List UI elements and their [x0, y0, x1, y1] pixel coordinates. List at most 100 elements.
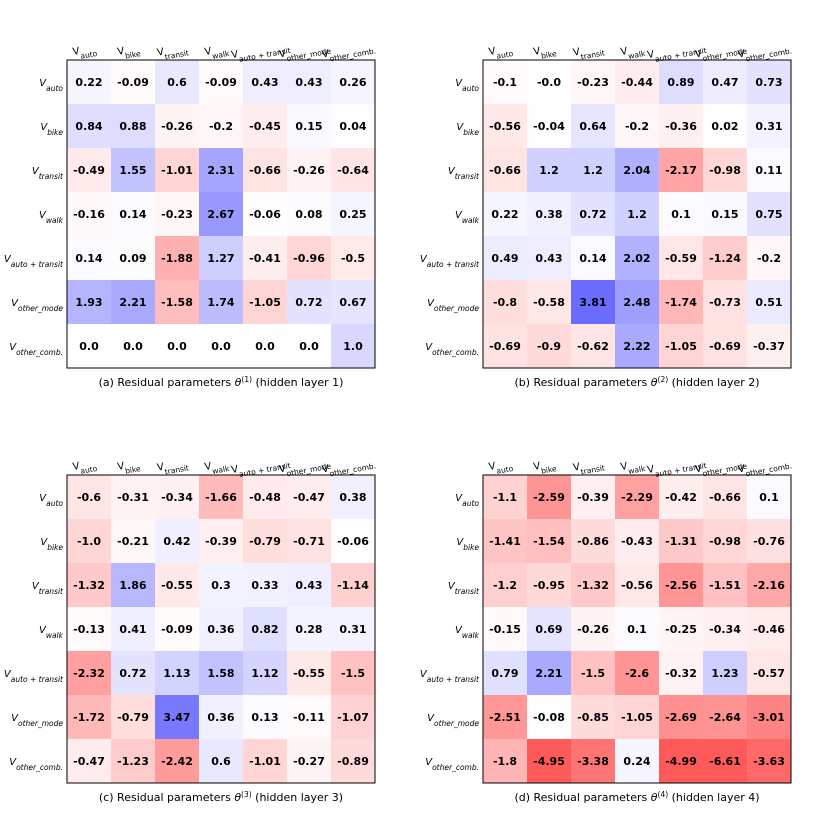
- cell-value-r6-c5: 0.13: [251, 711, 278, 724]
- row-label-1: Vauto: [39, 78, 63, 93]
- heatmap-cell-r5-c1: [67, 236, 111, 280]
- heatmap-cell-r6-c6: [287, 280, 331, 324]
- cell-value-r3-c6: -0.98: [709, 164, 741, 177]
- heatmap-cell-r6-c5: [243, 280, 287, 324]
- cell-value-r5-c6: 1.23: [711, 667, 738, 680]
- heatmap-cell-r3-c1: [483, 148, 527, 192]
- row-label-4: Vwalk: [455, 625, 480, 640]
- heatmap-cell-r4-c2: [527, 607, 571, 651]
- heatmap-cell-r3-c5: [659, 148, 703, 192]
- heatmap-cell-r1-c1: [67, 475, 111, 519]
- heatmap-cell-r2-c1: [483, 519, 527, 563]
- heatmap-cell-r6-c2: [527, 695, 571, 739]
- cell-value-r1-c5: -0.42: [665, 491, 697, 504]
- heatmap-cell-r6-c3: [571, 280, 615, 324]
- cell-value-r1-c7: 0.1: [759, 491, 779, 504]
- cell-value-r5-c7: -0.57: [753, 667, 785, 680]
- heatmap-cell-r4-c5: [243, 607, 287, 651]
- cell-value-r5-c2: 0.43: [535, 252, 562, 265]
- cell-value-r1-c3: -0.39: [577, 491, 609, 504]
- heatmap-cell-r7-c5: [659, 324, 703, 368]
- heatmap-cell-r5-c7: [747, 651, 791, 695]
- cell-value-r6-c7: 0.67: [339, 296, 366, 309]
- cell-value-r3-c3: -1.01: [161, 164, 193, 177]
- column-label-4: Vwalk: [620, 43, 647, 62]
- heatmap-cell-r7-c2: [111, 324, 155, 368]
- heatmap-cell-r4-c6: [703, 192, 747, 236]
- cell-value-r2-c4: -0.2: [209, 120, 233, 133]
- cell-value-r1-c7: 0.38: [339, 491, 366, 504]
- heatmap-cell-r5-c4: [199, 236, 243, 280]
- cell-value-r7-c5: -1.01: [249, 755, 281, 768]
- cell-value-r3-c5: -2.56: [665, 579, 697, 592]
- heatmap-frame: [482, 59, 792, 369]
- heatmap-panel-3: -0.6 -0.31 -0.34 -1.66 -0.48 -0.47 0.38 -1.0 -0.…: [4, 460, 377, 805]
- heatmap-cell-r1-c3: [571, 475, 615, 519]
- cell-value-r7-c1: -1.8: [493, 755, 517, 768]
- heatmap-cell-r1-c7: [747, 60, 791, 104]
- heatmap-cell-r6-c3: [155, 695, 199, 739]
- cell-value-r4-c3: -0.26: [577, 623, 609, 636]
- heatmap-cell-r6-c7: [331, 280, 375, 324]
- heatmap-cell-r6-c4: [615, 695, 659, 739]
- heatmap-cell-r1-c6: [703, 60, 747, 104]
- cell-value-r2-c4: -0.2: [625, 120, 649, 133]
- heatmap-cell-r7-c4: [199, 739, 243, 783]
- row-label-6: Vother_mode: [11, 298, 63, 313]
- cell-value-r2-c5: -0.45: [249, 120, 281, 133]
- heatmap-cell-r3-c5: [659, 563, 703, 607]
- row-label-4: Vwalk: [455, 210, 480, 225]
- heatmap-cell-r1-c4: [615, 475, 659, 519]
- cell-value-r7-c2: -0.9: [537, 340, 561, 353]
- cell-value-r5-c5: -0.32: [665, 667, 697, 680]
- heatmap-cell-r2-c2: [111, 104, 155, 148]
- cell-value-r6-c5: -1.74: [665, 296, 697, 309]
- heatmap-cell-r1-c2: [527, 475, 571, 519]
- heatmap-cell-r4-c2: [527, 192, 571, 236]
- heatmap-cell-r2-c4: [615, 104, 659, 148]
- cell-value-r7-c7: 1.0: [343, 340, 363, 353]
- cell-value-r4-c6: 0.15: [711, 208, 738, 221]
- cell-value-r4-c4: 0.1: [627, 623, 647, 636]
- heatmap-cell-r6-c7: [331, 695, 375, 739]
- cell-value-r2-c2: 0.88: [119, 120, 146, 133]
- heatmap-cell-r6-c1: [483, 695, 527, 739]
- heatmap-cell-r1-c3: [155, 475, 199, 519]
- cell-value-r5-c1: 0.79: [491, 667, 518, 680]
- cell-value-r1-c6: 0.47: [711, 76, 738, 89]
- heatmap-cell-r2-c7: [747, 519, 791, 563]
- cell-value-r2-c3: -0.26: [161, 120, 193, 133]
- cell-value-r2-c1: -0.56: [489, 120, 521, 133]
- heatmap-cell-r1-c6: [287, 60, 331, 104]
- cell-value-r3-c2: 1.2: [539, 164, 559, 177]
- heatmap-cell-r5-c7: [331, 236, 375, 280]
- cell-value-r7-c7: -3.63: [753, 755, 785, 768]
- heatmap-cell-r7-c5: [243, 324, 287, 368]
- heatmap-cell-r6-c6: [703, 695, 747, 739]
- heatmap-cell-r4-c7: [331, 192, 375, 236]
- cell-value-r6-c7: 0.51: [755, 296, 782, 309]
- cell-value-r1-c2: -0.31: [117, 491, 149, 504]
- cell-value-r3-c2: -0.95: [533, 579, 565, 592]
- heatmap-cell-r1-c5: [659, 60, 703, 104]
- heatmap-cell-r5-c1: [483, 236, 527, 280]
- heatmap-cell-r7-c2: [527, 739, 571, 783]
- heatmap-cell-r3-c4: [199, 148, 243, 192]
- heatmap-cell-r7-c7: [331, 324, 375, 368]
- row-label-7: Vother_comb.: [425, 342, 479, 357]
- heatmap-cell-r3-c6: [287, 563, 331, 607]
- column-label-3: Vtransit: [572, 42, 605, 62]
- cell-value-r4-c3: -0.23: [161, 208, 193, 221]
- heatmap-cell-r5-c3: [155, 236, 199, 280]
- cell-value-r7-c3: -3.38: [577, 755, 609, 768]
- cell-value-r2-c3: 0.42: [163, 535, 190, 548]
- cell-value-r4-c5: 0.82: [251, 623, 278, 636]
- cell-value-r1-c5: -0.48: [249, 491, 281, 504]
- panel-caption-3: (c) Residual parameters θ(3) (hidden lay…: [99, 790, 343, 805]
- heatmap-frame: [66, 474, 376, 784]
- cell-value-r5-c6: -1.24: [709, 252, 741, 265]
- heatmap-cell-r7-c6: [703, 324, 747, 368]
- cell-value-r6-c1: -0.8: [493, 296, 517, 309]
- column-label-2: Vbike: [533, 458, 558, 476]
- heatmap-cell-r4-c1: [67, 607, 111, 651]
